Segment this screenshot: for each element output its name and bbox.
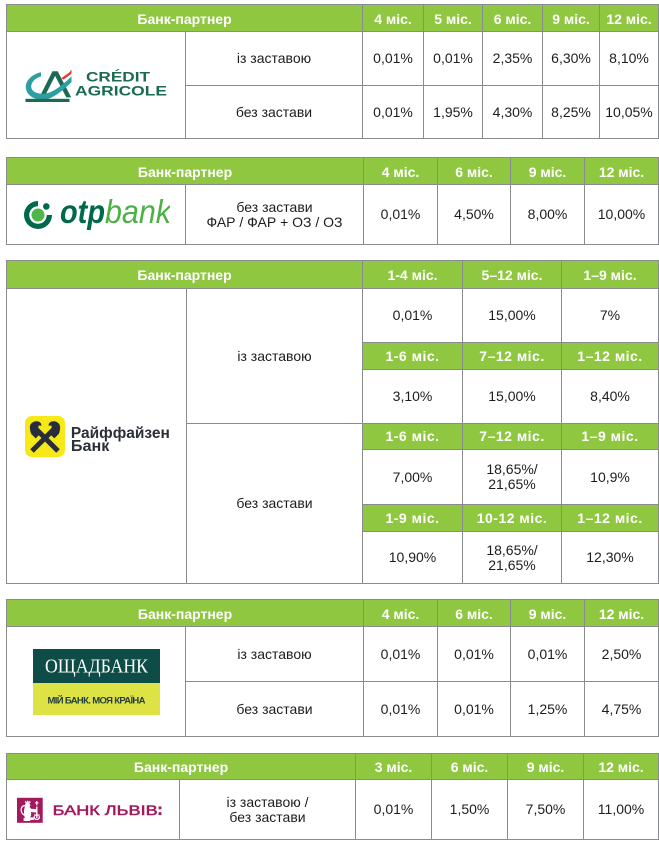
svg-text:МІЙ БАНК. МОЯ КРАЇНА: МІЙ БАНК. МОЯ КРАЇНА: [47, 694, 145, 706]
svg-text:ОЩАДБАНК: ОЩАДБАНК: [45, 656, 149, 677]
svg-text:otpbank: otpbank: [60, 198, 170, 230]
svg-text:AGRICOLE: AGRICOLE: [75, 82, 167, 98]
svg-text:Банк: Банк: [70, 437, 109, 454]
svg-text:БАНК ЛЬВІВ: БАНК ЛЬВІВ: [53, 802, 158, 818]
svg-text:CRÉDIT: CRÉDIT: [86, 69, 151, 85]
svg-text:Райффайзен: Райффайзен: [70, 424, 169, 441]
